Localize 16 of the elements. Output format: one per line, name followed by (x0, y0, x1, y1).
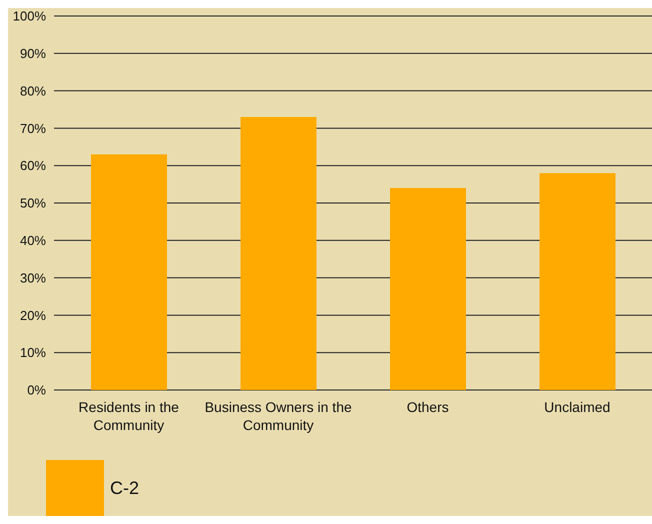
y-tick-label: 100% (12, 8, 46, 24)
y-tick-label: 60% (20, 158, 46, 174)
x-tick-label: Unclaimed (544, 399, 610, 415)
y-tick-label: 70% (20, 120, 46, 136)
x-tick-label: Business Owners in the Community (204, 399, 352, 433)
text: C-2 (110, 478, 140, 498)
y-tick-label: 20% (20, 308, 46, 323)
y-tick-label: 80% (20, 83, 46, 98)
x-tick-label: Residents in the Community (78, 399, 180, 433)
y-tick-label: 10% (20, 345, 46, 360)
y-tick-label: 50% (20, 196, 46, 211)
y-tick-label: 90% (20, 46, 46, 62)
x-tick-label: Others (406, 399, 449, 415)
y-tick-label: 0% (27, 382, 46, 398)
y-tick-label: 30% (20, 270, 46, 286)
y-tick-label: 40% (20, 233, 46, 248)
